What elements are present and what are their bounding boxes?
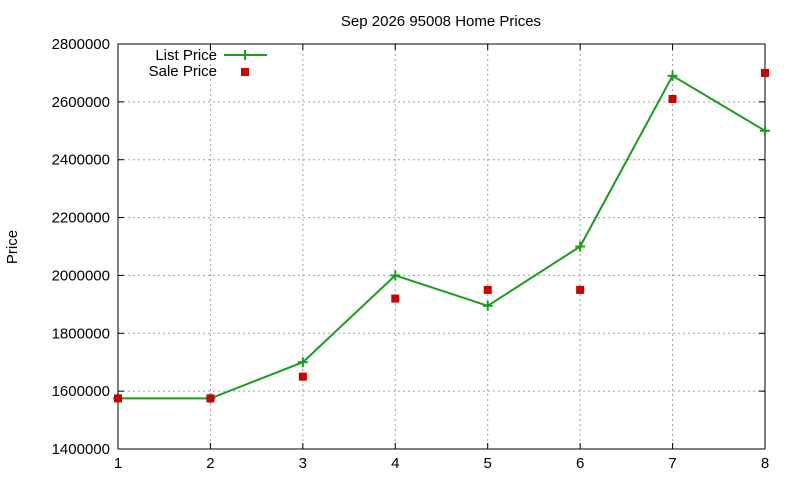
sale-price-point (391, 294, 400, 303)
list-price-point (667, 70, 678, 81)
sale-price-point (668, 94, 677, 103)
series-sale-price (114, 68, 769, 403)
x-tick-label: 4 (391, 455, 399, 472)
legend-label: List Price (155, 47, 217, 64)
sale-price-point (114, 394, 122, 403)
list-price-point (390, 270, 401, 281)
legend-label: Sale Price (149, 63, 217, 80)
y-tick-label: 1400000 (52, 441, 110, 458)
list-price-point (760, 125, 770, 136)
x-tick-label: 7 (668, 455, 676, 472)
list-price-point (575, 241, 586, 252)
y-tick-label: 2000000 (52, 267, 110, 284)
sale-price-point (761, 68, 769, 77)
y-tick-label: 1600000 (52, 383, 110, 400)
y-tick-label: 1800000 (52, 325, 110, 342)
sale-price-point (483, 285, 492, 294)
series-layer (113, 68, 770, 404)
x-tick-label: 2 (206, 455, 214, 472)
y-tick-label: 2800000 (52, 36, 110, 53)
sale-price-point (206, 394, 215, 403)
legend-plus-swatch (240, 50, 250, 60)
sale-price-point (576, 285, 585, 294)
y-axis-label: Price (4, 230, 21, 264)
y-tick-label: 2200000 (52, 210, 110, 227)
x-tick-label: 6 (576, 455, 584, 472)
ticks-layer: 1 2 3 4 5 6 7 8 1400000 1600000 1800000 2000000 2200… (52, 36, 770, 472)
list-price-point (482, 300, 493, 311)
y-tick-label: 2600000 (52, 94, 110, 111)
x-tick-label: 8 (761, 455, 769, 472)
y-tick-label: 2400000 (52, 152, 110, 169)
legend-square-swatch (241, 68, 249, 76)
x-tick-label: 5 (484, 455, 492, 472)
chart-title: Sep 2026 95008 Home Prices (341, 13, 541, 30)
x-tick-label: 1 (114, 455, 122, 472)
sale-price-point (298, 372, 307, 381)
grid-layer (118, 44, 765, 449)
list-price-point (297, 357, 308, 368)
plot-frame (117, 43, 766, 450)
list-price-line (118, 74, 766, 400)
x-tick-label: 3 (299, 455, 307, 472)
series-list-price (113, 70, 770, 404)
